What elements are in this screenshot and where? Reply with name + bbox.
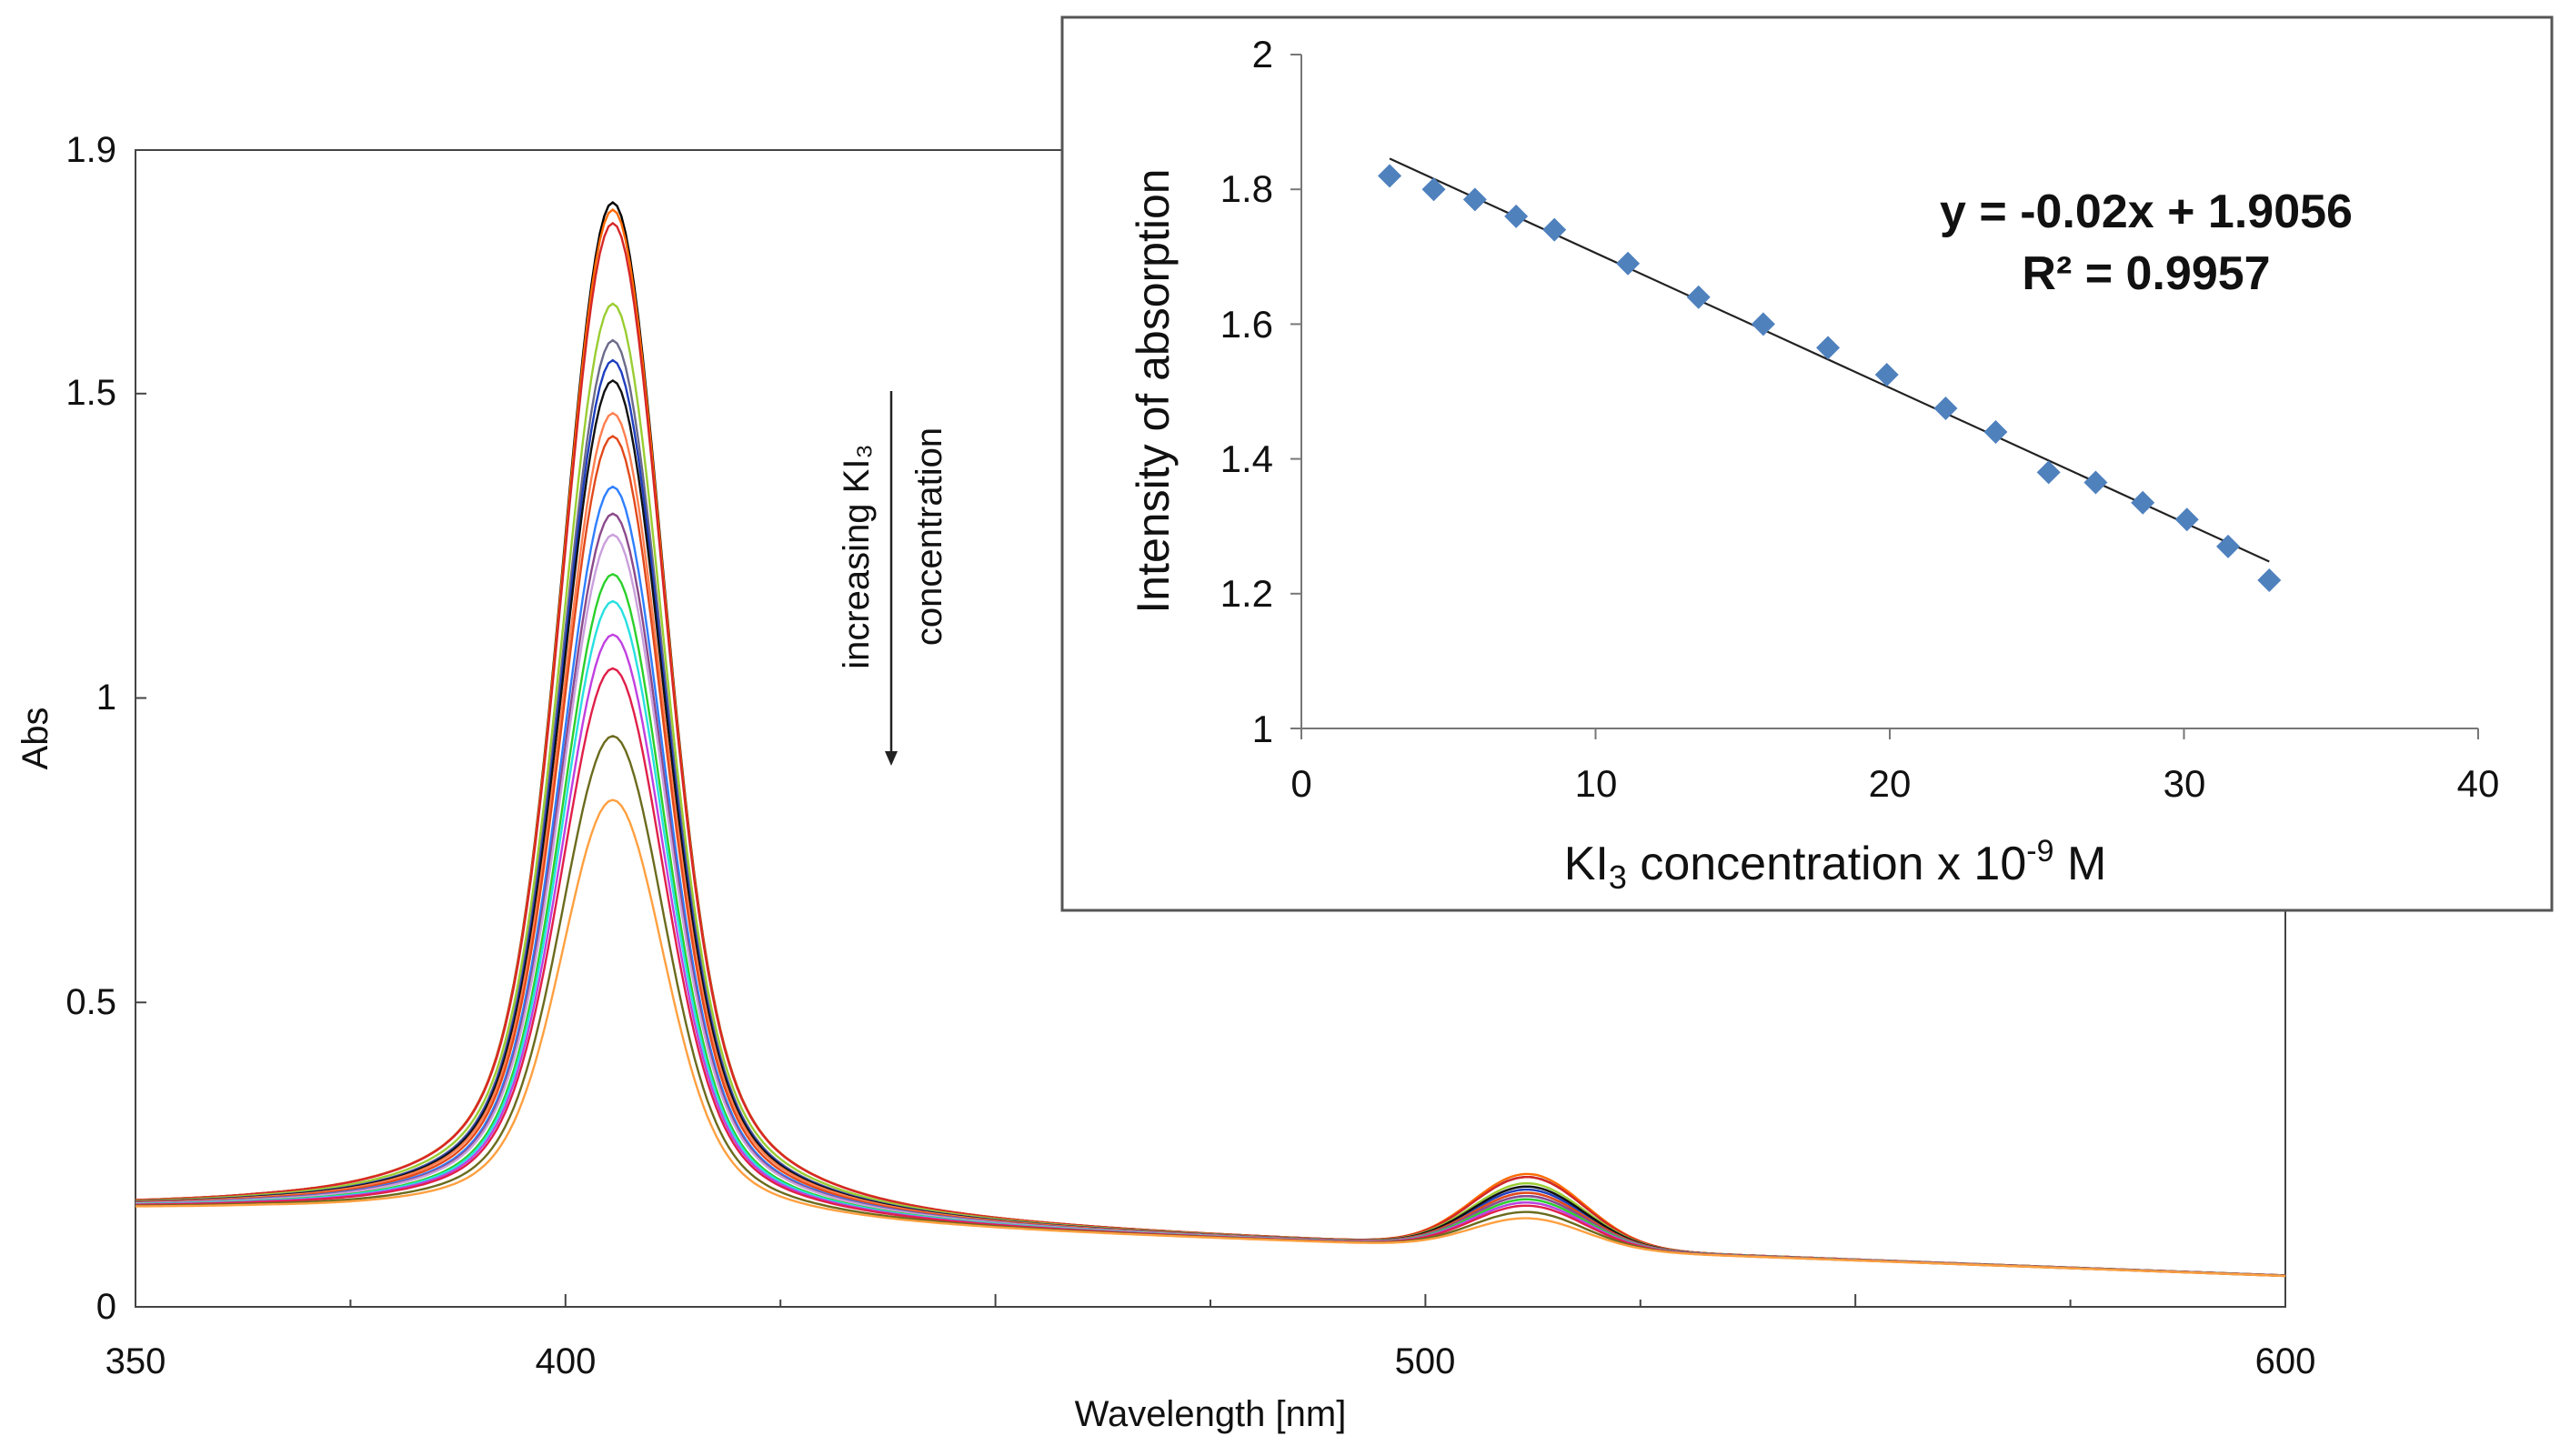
inset-x-axis-label: KI3 concentration x 10-9 M	[1564, 834, 2107, 896]
inset-panel	[1060, 15, 2554, 912]
spectrum-y-tick-label: 1	[96, 678, 116, 718]
data-point	[1686, 285, 1711, 309]
data-point	[1751, 312, 1775, 336]
data-point	[1542, 217, 1567, 242]
spectrum-y-tick-label: 1.5	[65, 373, 116, 413]
spectrum-y-tick-label: 0	[96, 1287, 116, 1327]
annotation-line-2: concentration	[909, 427, 949, 646]
inset-axes	[1290, 54, 2479, 739]
data-point	[1378, 164, 1402, 188]
r-squared-value: R² = 0.9957	[2022, 247, 2270, 300]
inset-y-tick-label: 1.8	[1220, 167, 1273, 210]
data-point	[1874, 362, 1899, 387]
inset-y-tick-label: 1.4	[1220, 437, 1273, 480]
data-point	[2036, 460, 2061, 485]
data-point	[1421, 177, 1446, 202]
spectrum-y-axis-label: Abs	[15, 708, 55, 770]
inset-y-axis-label: Intensity of absorption	[1128, 168, 1179, 613]
data-point	[1983, 419, 2008, 444]
spectrum-x-tick-label: 400	[536, 1341, 597, 1381]
data-point	[2131, 490, 2155, 515]
spectrum-x-tick-label: 600	[2255, 1341, 2316, 1381]
spectrum-series-group	[135, 200, 2286, 1278]
spectrum-y-tick-label: 0.5	[65, 982, 116, 1022]
spectrum-chart: 350 400 500 600 0 0.5 1 1.5 1.9 Waveleng…	[15, 130, 2315, 1434]
trendline-equation: y = -0.02x + 1.9056	[1940, 186, 2353, 238]
data-point	[2257, 567, 2282, 592]
spectrum-x-tick-label: 350	[105, 1341, 166, 1381]
spectrum-x-tick-label: 500	[1395, 1341, 1456, 1381]
data-point	[1462, 187, 1487, 212]
spectrum-ticks	[135, 149, 2286, 1308]
data-point	[1816, 336, 1841, 360]
inset-x-tick-label: 20	[1869, 762, 1912, 805]
concentration-annotation: increasing KI₃ concentration	[837, 391, 949, 766]
annotation-line-1: increasing KI₃	[837, 444, 877, 669]
inset-x-label-sup: -9	[2026, 834, 2053, 869]
inset-x-label-ki: KI	[1564, 838, 1609, 890]
inset-y-tick-label: 1	[1252, 708, 1273, 750]
data-point	[1616, 251, 1641, 276]
spectrum-y-tick-label: 1.9	[65, 130, 116, 170]
inset-y-tick-label: 1.6	[1220, 303, 1273, 346]
data-point	[1933, 397, 1958, 421]
inset-x-label-mid: concentration x 10	[1627, 838, 2026, 890]
spectrum-x-axis-label: Wavelength [nm]	[1075, 1394, 1347, 1434]
data-point	[2083, 470, 2108, 495]
inset-x-tick-label: 30	[2163, 762, 2206, 805]
data-point	[1504, 204, 1529, 228]
inset-y-tick-label: 1.2	[1220, 572, 1273, 615]
inset-x-label-end: M	[2054, 838, 2107, 890]
inset-y-tick-label: 2	[1252, 33, 1273, 75]
inset-x-label-sub: 3	[1609, 859, 1627, 896]
inset-x-tick-label: 0	[1290, 762, 1311, 805]
data-point	[2174, 507, 2199, 532]
annotation-arrow-head	[885, 751, 898, 766]
inset-marks	[1378, 157, 2282, 592]
trendline	[1389, 157, 2270, 563]
inset-x-tick-label: 40	[2457, 762, 2500, 805]
spectrum-series-line	[136, 798, 2286, 1278]
inset-x-tick-label: 10	[1575, 762, 1618, 805]
inset-calibration-chart: 0 10 20 30 40 1 1.2 1.4 1.6 1.8 2 Intens…	[1060, 15, 2554, 912]
data-point	[2216, 534, 2241, 558]
